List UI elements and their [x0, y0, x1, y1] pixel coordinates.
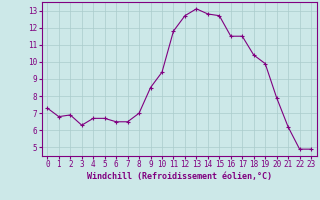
X-axis label: Windchill (Refroidissement éolien,°C): Windchill (Refroidissement éolien,°C): [87, 172, 272, 181]
